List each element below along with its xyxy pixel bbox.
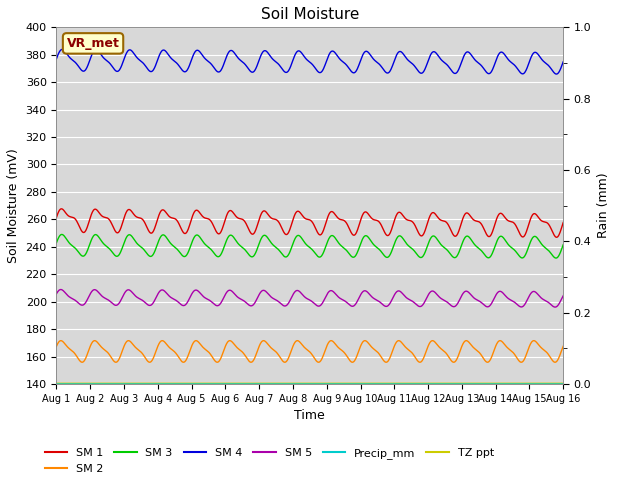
X-axis label: Time: Time	[294, 409, 325, 422]
Y-axis label: Soil Moisture (mV): Soil Moisture (mV)	[7, 148, 20, 263]
Y-axis label: Rain (mm): Rain (mm)	[597, 173, 610, 239]
Legend: SM 1, SM 2, SM 3, SM 4, SM 5, Precip_mm, TZ ppt: SM 1, SM 2, SM 3, SM 4, SM 5, Precip_mm,…	[40, 444, 499, 479]
Text: VR_met: VR_met	[67, 37, 120, 50]
Title: Soil Moisture: Soil Moisture	[260, 7, 359, 22]
